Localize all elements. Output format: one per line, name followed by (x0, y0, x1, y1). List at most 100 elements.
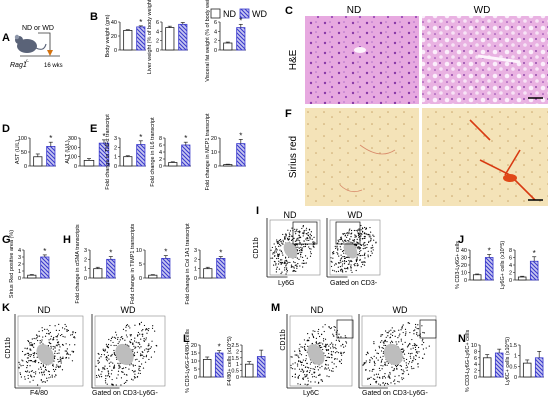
event-dot (372, 234, 374, 236)
event-dot (47, 333, 50, 335)
event-dot (26, 347, 28, 349)
event-dot (309, 251, 312, 253)
event-dot (115, 334, 118, 336)
event-dot (31, 370, 33, 372)
event-dot (97, 362, 99, 364)
y-tick-label: 1 (114, 155, 117, 161)
event-dot (328, 352, 330, 355)
event-dot (422, 348, 424, 350)
event-dot (373, 368, 375, 370)
y-axis-label: Fold change in IL6 transcript (150, 117, 156, 187)
event-dot (314, 366, 317, 368)
event-dot (411, 368, 413, 370)
event-dot (403, 360, 405, 362)
event-dot (103, 367, 105, 369)
flow-plot-i-wd (326, 218, 381, 278)
event-dot (53, 336, 55, 339)
y-tick-label: 0 (74, 164, 77, 170)
event-dot (324, 368, 326, 370)
event-dot (67, 329, 69, 332)
event-dot (26, 370, 29, 372)
event-dot (350, 241, 352, 243)
event-dot (401, 325, 403, 327)
event-dot (311, 343, 313, 345)
event-dot (276, 266, 278, 268)
sirius-image-wd (422, 108, 548, 206)
event-dot (280, 272, 282, 275)
event-dot (359, 258, 361, 261)
event-dot (350, 264, 352, 266)
event-dot (40, 366, 42, 368)
y-axis-label: Visceral fat weight (% of body weight) (205, 0, 211, 82)
plot-title-nd: ND (311, 305, 324, 315)
event-dot (324, 367, 326, 369)
event-dot (102, 367, 104, 369)
event-dot (108, 372, 110, 375)
event-dot (102, 349, 105, 352)
event-dot (310, 235, 312, 237)
event-dot (306, 237, 308, 240)
event-dot (367, 352, 369, 355)
event-dot (138, 342, 140, 344)
event-dot (54, 347, 56, 349)
event-dot (304, 374, 306, 376)
event-dot (102, 368, 104, 370)
event-dot (326, 375, 328, 377)
event-dot (312, 245, 314, 248)
event-dot (364, 226, 366, 229)
event-dot (345, 240, 347, 243)
event-dot (302, 225, 304, 227)
event-dot (146, 351, 149, 353)
bar-nd (223, 42, 233, 51)
event-dot (106, 367, 108, 370)
event-dot (421, 340, 423, 342)
event-dot (405, 367, 407, 369)
bar-wd (136, 26, 146, 51)
bar-wd (236, 143, 246, 167)
event-dot (302, 378, 304, 380)
bar-wd (256, 356, 266, 378)
event-dot (418, 334, 420, 336)
bar-wd (40, 256, 50, 279)
event-dot (129, 340, 131, 342)
event-dot (143, 339, 145, 341)
event-dot (337, 352, 340, 354)
event-dot (287, 229, 289, 231)
event-dot (278, 253, 280, 255)
event-dot (290, 364, 292, 366)
event-dot (305, 233, 307, 235)
sirius-image-nd (305, 108, 419, 206)
event-dot (281, 242, 283, 244)
panel-letter: D (2, 123, 10, 135)
event-dot (340, 261, 342, 263)
event-dot (126, 379, 128, 382)
event-dot (299, 251, 301, 253)
event-dot (66, 330, 69, 332)
event-dot (294, 376, 296, 378)
event-dot (324, 355, 326, 357)
y-tick-label: 4 (509, 263, 512, 269)
event-dot (302, 226, 304, 228)
event-dot (284, 269, 286, 271)
event-dot (403, 353, 406, 355)
event-dot (325, 359, 328, 362)
y-tick-label: 2 (159, 157, 162, 163)
event-dot (331, 342, 333, 344)
event-dot (405, 364, 408, 366)
event-dot (417, 366, 419, 368)
event-dot (139, 369, 141, 372)
event-dot (343, 256, 346, 258)
event-dot (332, 370, 334, 372)
event-dot (360, 244, 363, 247)
event-dot (345, 342, 348, 344)
event-dot (19, 363, 21, 365)
event-dot (71, 360, 74, 362)
legend-nd-label: ND (223, 9, 236, 19)
event-dot (304, 262, 306, 264)
event-dot (409, 355, 411, 357)
event-dot (136, 358, 138, 360)
event-dot (362, 254, 364, 257)
event-dot (27, 354, 30, 356)
